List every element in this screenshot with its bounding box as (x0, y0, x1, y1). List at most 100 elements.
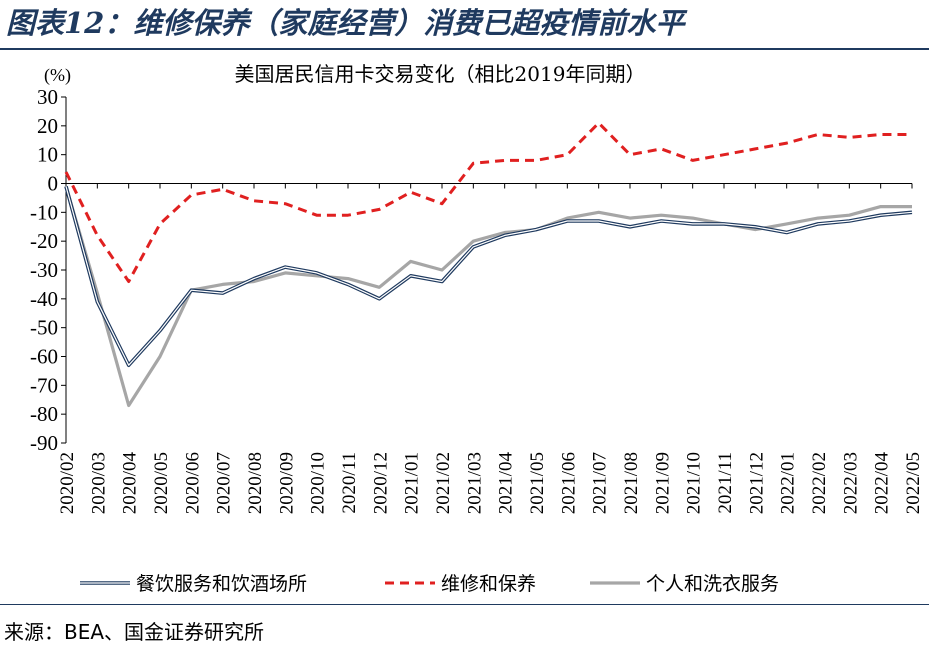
legend-label: 个人和洗衣服务 (646, 573, 779, 595)
data-point (817, 133, 819, 135)
data-point (410, 260, 412, 262)
data-point (316, 272, 318, 274)
data-point (535, 228, 537, 230)
data-point (222, 292, 224, 294)
x-tick-label: 2021/07 (590, 452, 611, 514)
data-point (504, 234, 506, 236)
x-tick-label: 2020/10 (308, 452, 329, 514)
data-point (598, 211, 600, 213)
legend-label: 餐饮服务和饮酒场所 (136, 573, 307, 595)
legend: 餐饮服务和饮酒场所 维修和保养 个人和洗衣服务 (80, 573, 779, 595)
data-point (190, 289, 192, 291)
series-line-dining-inner (65, 186, 913, 366)
chart-title: 美国居民信用卡交易变化（相比2019年同期） (235, 62, 646, 86)
data-point (378, 298, 380, 300)
data-point (472, 162, 474, 164)
data-point (347, 277, 349, 279)
x-tick-label: 2020/06 (182, 452, 203, 514)
series-line-dining-outer (64, 185, 913, 368)
data-point (911, 205, 913, 207)
x-tick-label: 2021/10 (684, 452, 705, 514)
data-point (848, 220, 850, 222)
data-point (128, 364, 130, 366)
data-point (660, 220, 662, 222)
data-point (660, 214, 662, 216)
x-tick-label: 2020/11 (339, 452, 360, 514)
data-point (911, 133, 913, 135)
data-point (284, 203, 286, 205)
x-tick-label: 2020/08 (245, 452, 266, 514)
x-tick-label: 2020/09 (276, 452, 297, 514)
data-point (410, 275, 412, 277)
source-divider (0, 604, 929, 605)
y-tick-label: 10 (37, 143, 58, 167)
y-tick-label: 0 (48, 172, 59, 196)
x-tick-label: 2020/03 (88, 452, 109, 514)
data-point (566, 220, 568, 222)
data-point (692, 159, 694, 161)
data-point (723, 154, 725, 156)
data-point (222, 188, 224, 190)
x-tick-label: 2021/02 (433, 452, 454, 514)
x-tick-label: 2021/08 (621, 452, 642, 514)
data-point (472, 246, 474, 248)
data-point (817, 223, 819, 225)
data-point (880, 205, 882, 207)
data-point (786, 231, 788, 233)
x-tick-label: 2020/12 (370, 452, 391, 514)
x-tick-label: 2020/05 (151, 452, 172, 514)
data-point (535, 159, 537, 161)
y-tick-label: -10 (30, 200, 58, 224)
x-tick-label: 2021/01 (402, 452, 423, 514)
x-tick-label: 2020/04 (120, 452, 141, 515)
series-layer (64, 121, 913, 408)
x-tick-label: 2022/03 (840, 452, 861, 514)
data-point (253, 277, 255, 279)
y-tick-label: -50 (30, 316, 58, 340)
data-point (754, 226, 756, 228)
title-divider (0, 48, 929, 50)
data-point (786, 223, 788, 225)
data-point (65, 185, 67, 187)
data-point (504, 231, 506, 233)
data-point (472, 240, 474, 242)
data-point (660, 148, 662, 150)
x-tick-label: 2021/11 (715, 452, 736, 514)
figure-title: 图表12：维修保养（家庭经营）消费已超疫情前水平 (6, 6, 685, 40)
data-point (911, 211, 913, 213)
x-tick-label: 2021/06 (558, 452, 579, 514)
y-tick-label: 30 (37, 85, 58, 109)
y-tick-label: -80 (30, 402, 58, 426)
x-tick-label: 2021/09 (652, 452, 673, 514)
x-tick-label: 2022/05 (903, 452, 924, 514)
data-point (128, 280, 130, 282)
data-point (817, 217, 819, 219)
data-point (441, 280, 443, 282)
x-tick-label: 2020/07 (214, 452, 235, 514)
data-point (253, 200, 255, 202)
series-line-repair (64, 121, 912, 283)
x-tick-label: 2022/01 (778, 452, 799, 514)
y-tick-label: -70 (30, 373, 58, 397)
y-axis-unit: (%) (44, 65, 71, 86)
data-point (598, 122, 600, 124)
data-point (222, 283, 224, 285)
y-tick-label: -30 (30, 258, 58, 282)
data-point (159, 355, 161, 357)
plot-area: 3020100-10-20-30-40-50-60-70-80-902020/0… (30, 85, 924, 514)
data-point (723, 223, 725, 225)
y-tick-label: -90 (30, 431, 58, 455)
x-tick-label: 2022/02 (809, 452, 830, 514)
data-point (441, 269, 443, 271)
data-point (566, 154, 568, 156)
x-tick-label: 2021/05 (527, 452, 548, 514)
x-tick-label: 2020/02 (57, 452, 78, 514)
data-point (504, 159, 506, 161)
data-point (598, 220, 600, 222)
y-tick-label: -20 (30, 229, 58, 253)
data-point (880, 214, 882, 216)
data-point (629, 217, 631, 219)
data-point (378, 286, 380, 288)
source-note: 来源：BEA、国金证券研究所 (4, 620, 265, 644)
